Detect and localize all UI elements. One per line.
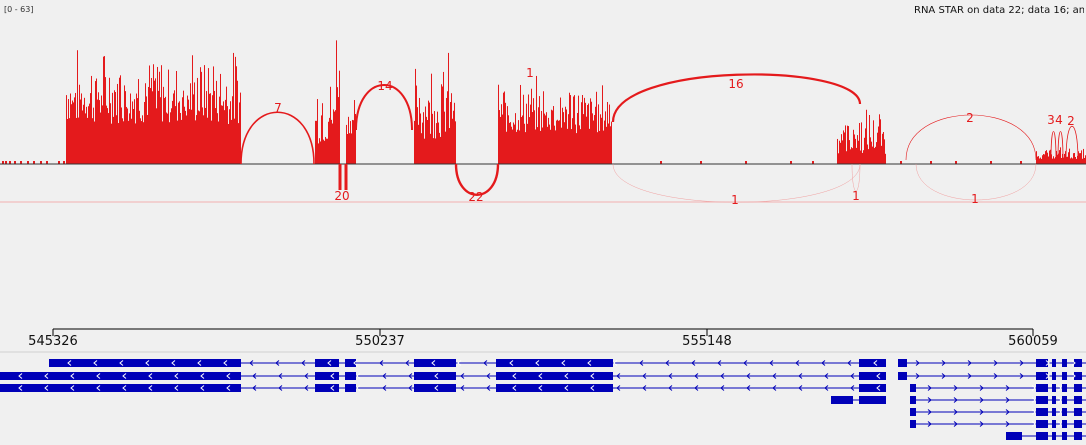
junction-label: 4 — [1055, 113, 1063, 127]
junction-label: 1 — [526, 66, 534, 80]
transcript-row[interactable] — [898, 359, 1086, 367]
junction-label: 2 — [1067, 114, 1075, 128]
junction-arc — [240, 111, 315, 165]
ruler-tick-label: 555148 — [682, 334, 732, 349]
transcript-row[interactable] — [831, 396, 886, 404]
junction-label: 1 — [731, 193, 739, 207]
junction-label: 22 — [468, 190, 483, 204]
ruler-tick-label: 550237 — [355, 334, 405, 349]
transcript-row[interactable] — [910, 408, 1086, 416]
transcript-row[interactable] — [0, 384, 886, 392]
transcript-row[interactable] — [898, 372, 1086, 380]
junction-label: 3 — [1047, 113, 1055, 127]
junction-label: 7 — [274, 101, 282, 115]
genomic-ruler: 545326 550237 555148 560059 — [0, 328, 1086, 353]
junction-arc — [851, 163, 861, 191]
junction-arcs-above — [240, 73, 1079, 165]
junction-arc — [611, 73, 862, 123]
coverage-histogram — [2, 40, 1086, 164]
junction-arc — [454, 163, 500, 196]
junction-label: 1 — [852, 189, 860, 203]
junction-arc — [355, 84, 413, 131]
junction-labels: 7 20 14 22 1 16 2 3 4 2 1 1 1 — [274, 66, 1075, 207]
data-range-label: [0 - 63] — [4, 5, 34, 14]
junction-arcs-below — [338, 163, 1037, 203]
gene-annotation-track — [0, 359, 1086, 440]
junction-arc — [905, 114, 1037, 161]
transcript-row[interactable] — [0, 372, 886, 380]
transcript-row[interactable] — [910, 384, 1086, 392]
junction-label: 2 — [966, 111, 974, 125]
junction-arc — [1050, 131, 1057, 161]
ruler-tick-label: 560059 — [1008, 334, 1058, 349]
junction-arc — [1065, 126, 1079, 161]
junction-arc — [338, 164, 348, 190]
transcript-row[interactable] — [910, 420, 1086, 428]
transcript-row[interactable] — [49, 359, 886, 367]
track-name-label[interactable]: RNA STAR on data 22; data 16; an — [914, 5, 1084, 16]
junction-label: 20 — [334, 189, 349, 203]
junction-label: 16 — [728, 77, 743, 91]
transcript-row[interactable] — [1006, 432, 1086, 440]
junction-label: 14 — [377, 79, 392, 93]
transcript-row[interactable] — [910, 396, 1086, 404]
ruler-tick-label: 545326 — [28, 334, 78, 349]
junction-label: 1 — [971, 192, 979, 206]
junction-arc — [1057, 131, 1064, 161]
